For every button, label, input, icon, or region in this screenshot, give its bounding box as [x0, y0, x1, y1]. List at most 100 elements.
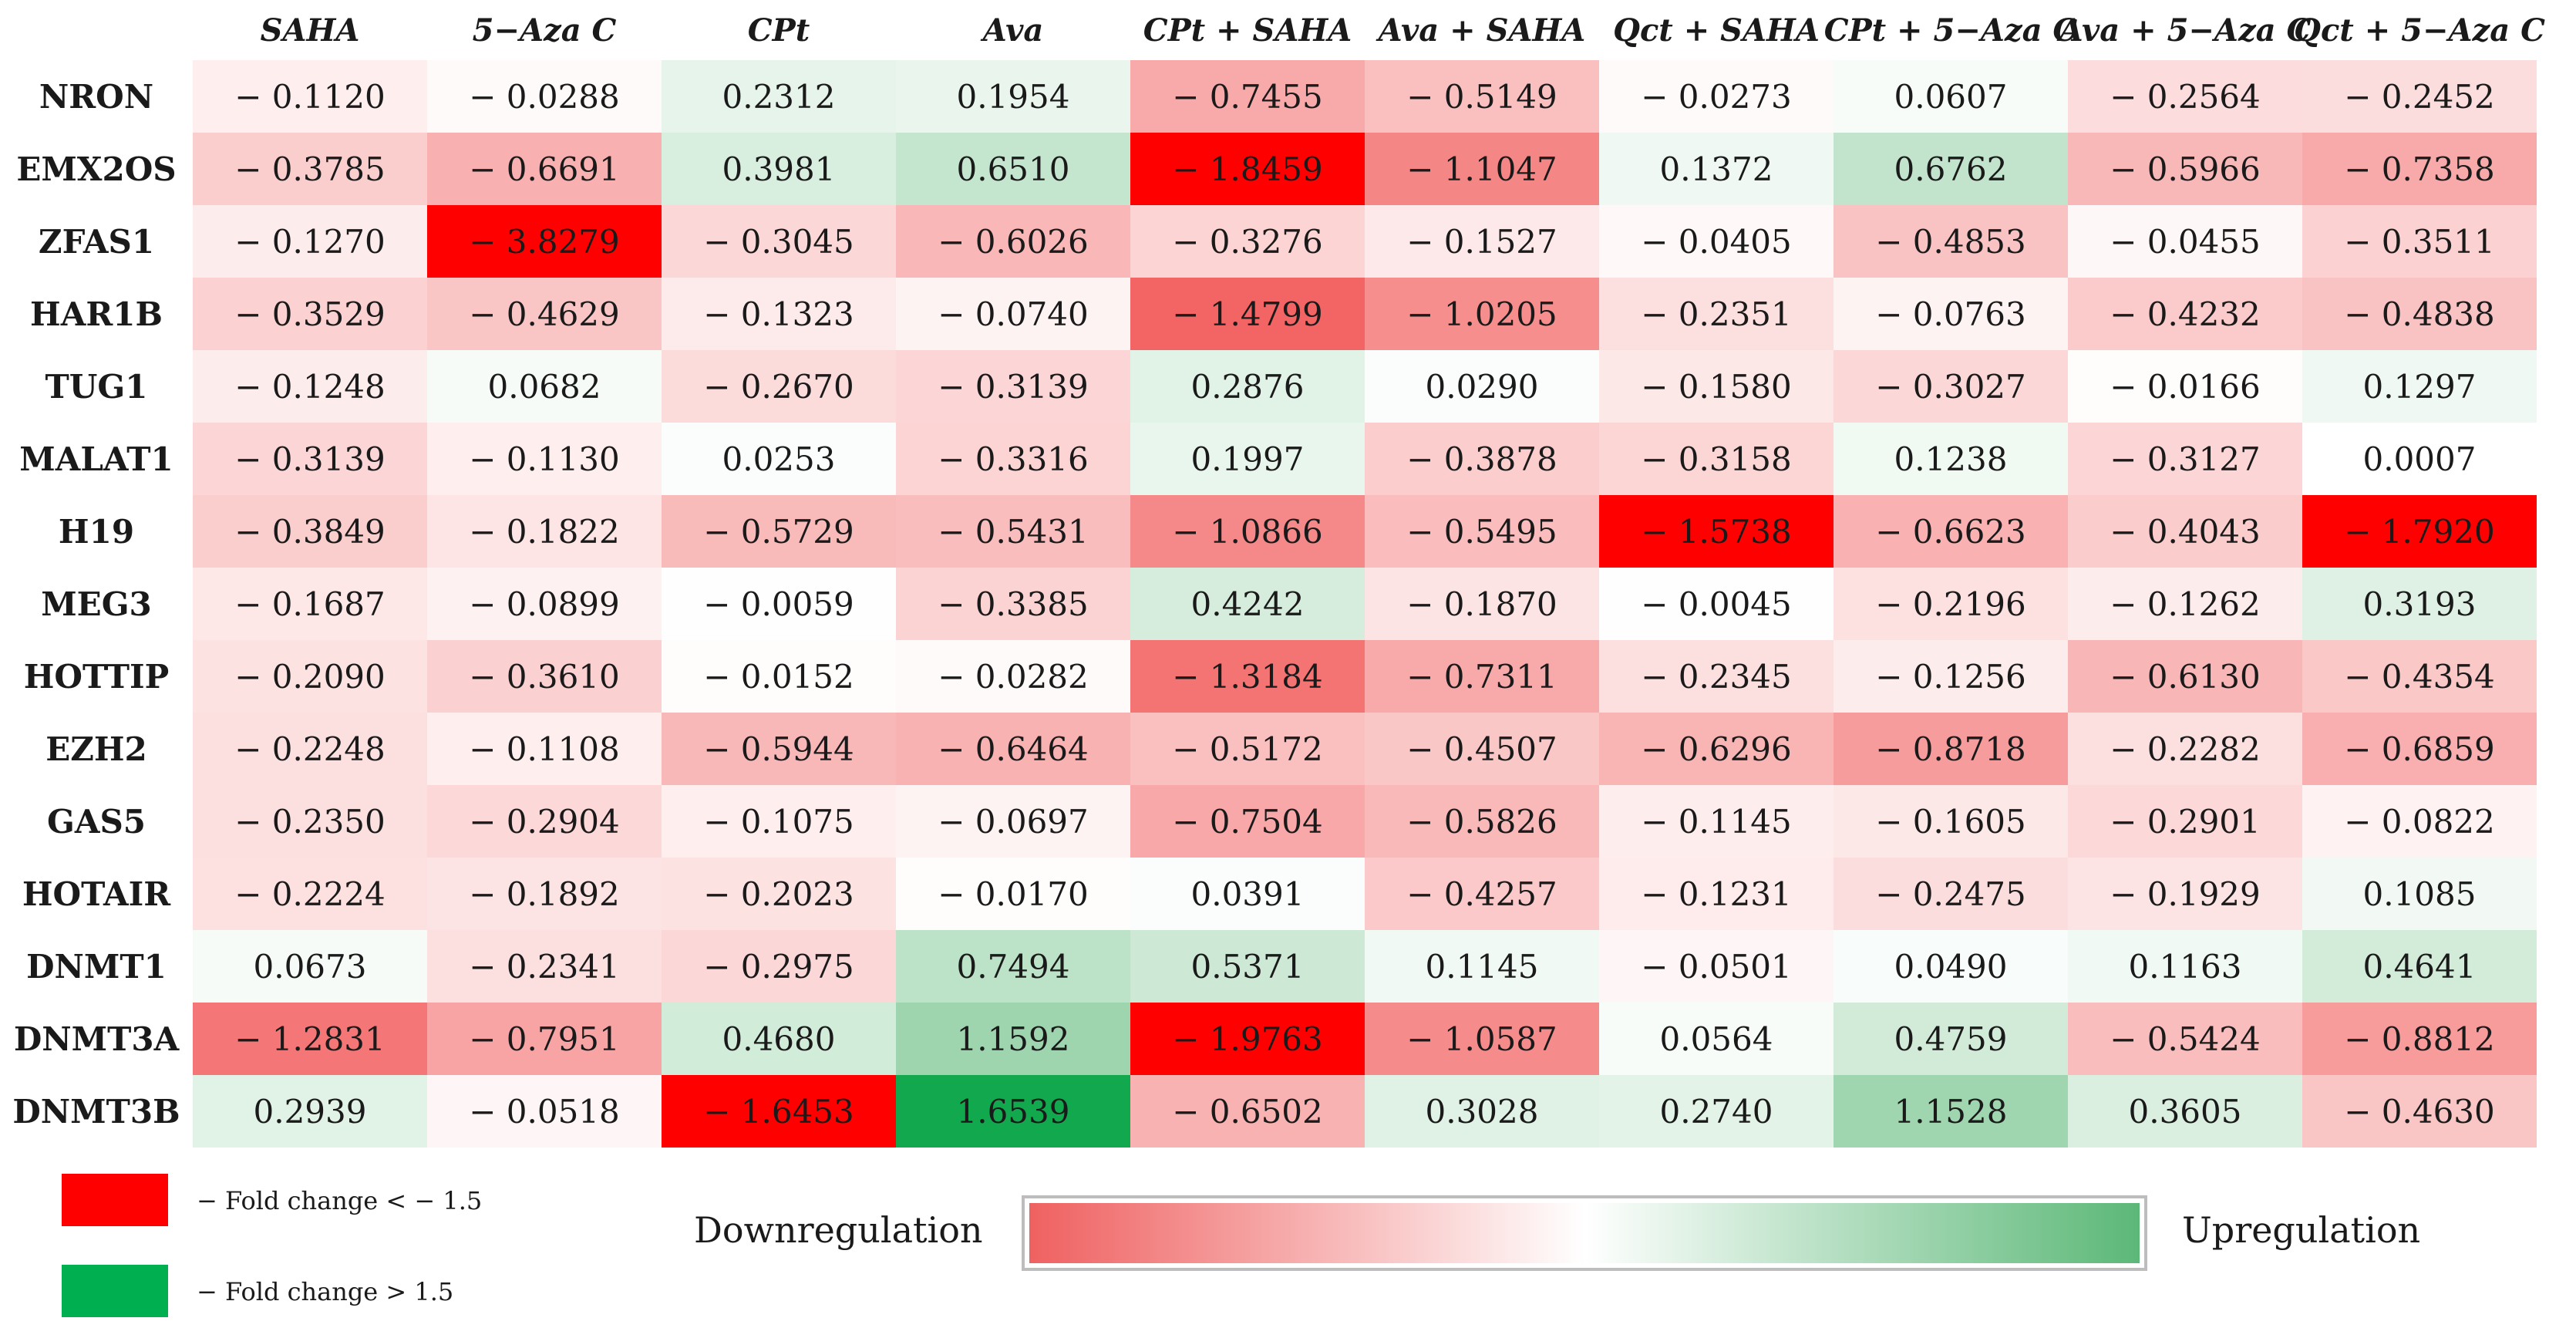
column-header: Qct + SAHA: [1613, 12, 1820, 49]
heatmap-cell-bg: [2302, 495, 2537, 568]
heatmap-cell-bg: [1130, 133, 1365, 205]
heatmap-cell-bg: [896, 1075, 1130, 1148]
heatmap-cell-bg: [2068, 60, 2302, 133]
heatmap-cell-value: − 0.1929: [2110, 875, 2261, 913]
heatmap-cell-bg: [1834, 205, 2068, 278]
heatmap-cell-bg: [1365, 60, 1599, 133]
heatmap-cell-value: 0.2939: [253, 1092, 367, 1131]
heatmap-cell-bg: [193, 423, 427, 495]
heatmap-cell-bg: [1365, 568, 1599, 640]
row-label: HAR1B: [30, 295, 163, 333]
heatmap-cell-bg: [427, 713, 662, 785]
heatmap-cell-value: − 0.1605: [1875, 802, 2026, 841]
heatmap-cell-value: − 0.3385: [938, 585, 1089, 623]
heatmap-cell-bg: [1599, 423, 1834, 495]
heatmap-cell-bg: [896, 1003, 1130, 1075]
heatmap-cell-bg: [427, 495, 662, 568]
heatmap-cell-value: − 0.0288: [469, 77, 620, 116]
heatmap-cell-value: 0.0673: [253, 947, 367, 986]
heatmap-cell-bg: [1599, 205, 1834, 278]
heatmap-cell-bg: [896, 423, 1130, 495]
heatmap-cell-bg: [1834, 278, 2068, 350]
heatmap-cell-value: − 0.0501: [1641, 947, 1792, 986]
heatmap-cell-value: 0.3605: [2128, 1092, 2242, 1131]
heatmap-cell-value: 1.6539: [956, 1092, 1070, 1131]
heatmap-cell-value: − 1.0205: [1406, 295, 1557, 333]
heatmap-cell-value: − 0.0822: [2344, 802, 2495, 841]
heatmap-cell-value: − 0.0763: [1875, 295, 2026, 333]
heatmap-cell-value: − 0.2670: [703, 367, 854, 406]
heatmap-cell-bg: [193, 133, 427, 205]
heatmap-cell-value: − 1.4799: [1172, 295, 1323, 333]
gradient-legend-bar: [1022, 1195, 2147, 1271]
heatmap-cell-bg: [2068, 858, 2302, 930]
heatmap-cell-value: − 0.7311: [1406, 657, 1557, 696]
heatmap-cell-bg: [1834, 1075, 2068, 1148]
heatmap-cell-value: 0.0253: [722, 440, 836, 478]
row-label: NRON: [39, 77, 154, 116]
heatmap-cell-value: 1.1528: [1894, 1092, 2008, 1131]
heatmap-cell-bg: [427, 930, 662, 1003]
heatmap-cell-value: − 0.0518: [469, 1092, 620, 1131]
heatmap-cell-bg: [2068, 930, 2302, 1003]
heatmap-cell-value: 0.0607: [1894, 77, 2008, 116]
heatmap-cell-bg: [2068, 1075, 2302, 1148]
heatmap-cell-value: 0.1954: [956, 77, 1070, 116]
heatmap-cell-value: − 0.3158: [1641, 440, 1792, 478]
heatmap-cell-bg: [896, 495, 1130, 568]
heatmap-cell-bg: [193, 785, 427, 858]
heatmap-cell-value: − 0.0697: [938, 802, 1089, 841]
heatmap-cell-value: − 0.0045: [1641, 585, 1792, 623]
heatmap-cell-bg: [1834, 495, 2068, 568]
legend-up-swatch: [62, 1265, 168, 1317]
heatmap-cell-value: 0.1085: [2362, 875, 2477, 913]
heatmap-cell-bg: [2068, 640, 2302, 713]
heatmap-cell-value: − 0.2351: [1641, 295, 1792, 333]
heatmap-cell-bg: [1130, 713, 1365, 785]
heatmap-cell-bg: [1599, 1075, 1834, 1148]
heatmap-cell-bg: [1834, 1003, 2068, 1075]
heatmap-cell-value: − 0.1822: [469, 512, 620, 551]
heatmap-cell-bg: [2302, 1075, 2537, 1148]
heatmap-cell-bg: [193, 1075, 427, 1148]
heatmap-cell-bg: [2302, 133, 2537, 205]
heatmap-cell-bg: [2068, 568, 2302, 640]
heatmap-cell-value: 0.2312: [722, 77, 836, 116]
heatmap-cell-bg: [427, 278, 662, 350]
heatmap-cell-value: 0.1997: [1190, 440, 1305, 478]
heatmap-cell-bg: [1599, 60, 1834, 133]
heatmap-cell-bg: [1599, 640, 1834, 713]
heatmap-cell-bg: [193, 640, 427, 713]
heatmap-cell-bg: [1834, 858, 2068, 930]
heatmap-cell-value: − 0.7951: [469, 1020, 620, 1058]
row-label: TUG1: [45, 367, 148, 406]
heatmap-cell-value: − 1.2831: [234, 1020, 386, 1058]
heatmap-cell-value: − 1.7920: [2344, 512, 2495, 551]
heatmap-cell-value: − 0.1120: [234, 77, 386, 116]
heatmap-cell-bg: [427, 640, 662, 713]
heatmap-cell-bg: [1834, 133, 2068, 205]
column-header: Ava: [982, 12, 1044, 49]
heatmap-cell-value: 0.1163: [2128, 947, 2242, 986]
heatmap-cell-value: − 0.1248: [234, 367, 386, 406]
heatmap-cell-value: 0.2876: [1190, 367, 1305, 406]
heatmap-cell-bg: [1130, 640, 1365, 713]
heatmap-cell-bg: [662, 1003, 896, 1075]
heatmap-cell-value: − 0.3529: [234, 295, 386, 333]
heatmap-cell-value: − 0.2564: [2110, 77, 2261, 116]
heatmap-cell-bg: [662, 60, 896, 133]
heatmap-cell-bg: [427, 785, 662, 858]
heatmap-cell-bg: [1130, 1075, 1365, 1148]
heatmap-cell-bg: [2302, 640, 2537, 713]
heatmap-cell-bg: [1599, 495, 1834, 568]
heatmap-cell-bg: [896, 785, 1130, 858]
heatmap-cell-value: − 0.1130: [469, 440, 620, 478]
heatmap-cell-bg: [2302, 1003, 2537, 1075]
heatmap-cell-bg: [1365, 713, 1599, 785]
heatmap-cell-value: 0.6510: [956, 150, 1070, 188]
heatmap-cell-bg: [1834, 350, 2068, 423]
heatmap-cell-value: 0.3193: [2362, 585, 2477, 623]
heatmap-cell-value: − 0.0273: [1641, 77, 1792, 116]
heatmap-cell-bg: [1130, 278, 1365, 350]
heatmap-cell-value: 0.4759: [1894, 1020, 2008, 1058]
